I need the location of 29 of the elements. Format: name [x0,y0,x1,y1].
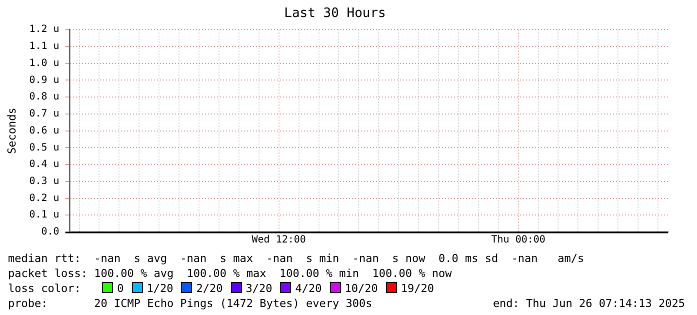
y-axis-title: Seconds [5,108,18,154]
y-tick-label: 0.0 [41,226,60,238]
x-tick-label: Thu 00:00 [491,234,546,246]
legend-label: 0 [117,282,124,295]
y-tick-label: 1.1 u [29,41,60,52]
text: probe: 20 ICMP Echo Pings (1472 Bytes) every 300s [8,297,372,310]
x-tick-label: Wed 12:00 [252,234,306,246]
y-tick-label: 0.9 u [29,74,60,86]
y-tick-label: 0.2 u [29,192,60,204]
y-tick-label: 0.7 u [29,108,60,120]
y-tick-label: 0.6 u [29,125,60,136]
text: end: Thu Jun 26 07:14:13 2025 [492,297,685,310]
legend-label: 19/20 [400,282,434,295]
legend-title: loss color: [8,282,82,295]
chart-title: Last 30 Hours [284,6,386,22]
legend-label: 4/20 [295,282,322,295]
y-tick-label: 0.8 u [29,92,60,103]
y-tick-label: 1.0 u [29,58,60,69]
y-tick-label: 1.2 u [29,24,60,36]
text: median rtt: -nan s avg -nan s max -nan s min -nan s now 0.0 ms sd -nan am/s [8,252,584,265]
legend-label: 2/20 [196,282,223,295]
y-tick-label: 0.5 u [29,142,60,154]
y-tick-label: 0.1 u [29,210,60,221]
y-tick-label: 0.4 u [29,159,60,170]
text: packet loss: 100.00 % avg 100.00 % max 100.00 % min 100.00 % now [8,267,452,280]
legend-label: 10/20 [344,282,378,295]
legend-label: 1/20 [146,282,174,295]
legend-label: 3/20 [246,282,272,295]
y-tick-label: 0.3 u [29,176,60,187]
